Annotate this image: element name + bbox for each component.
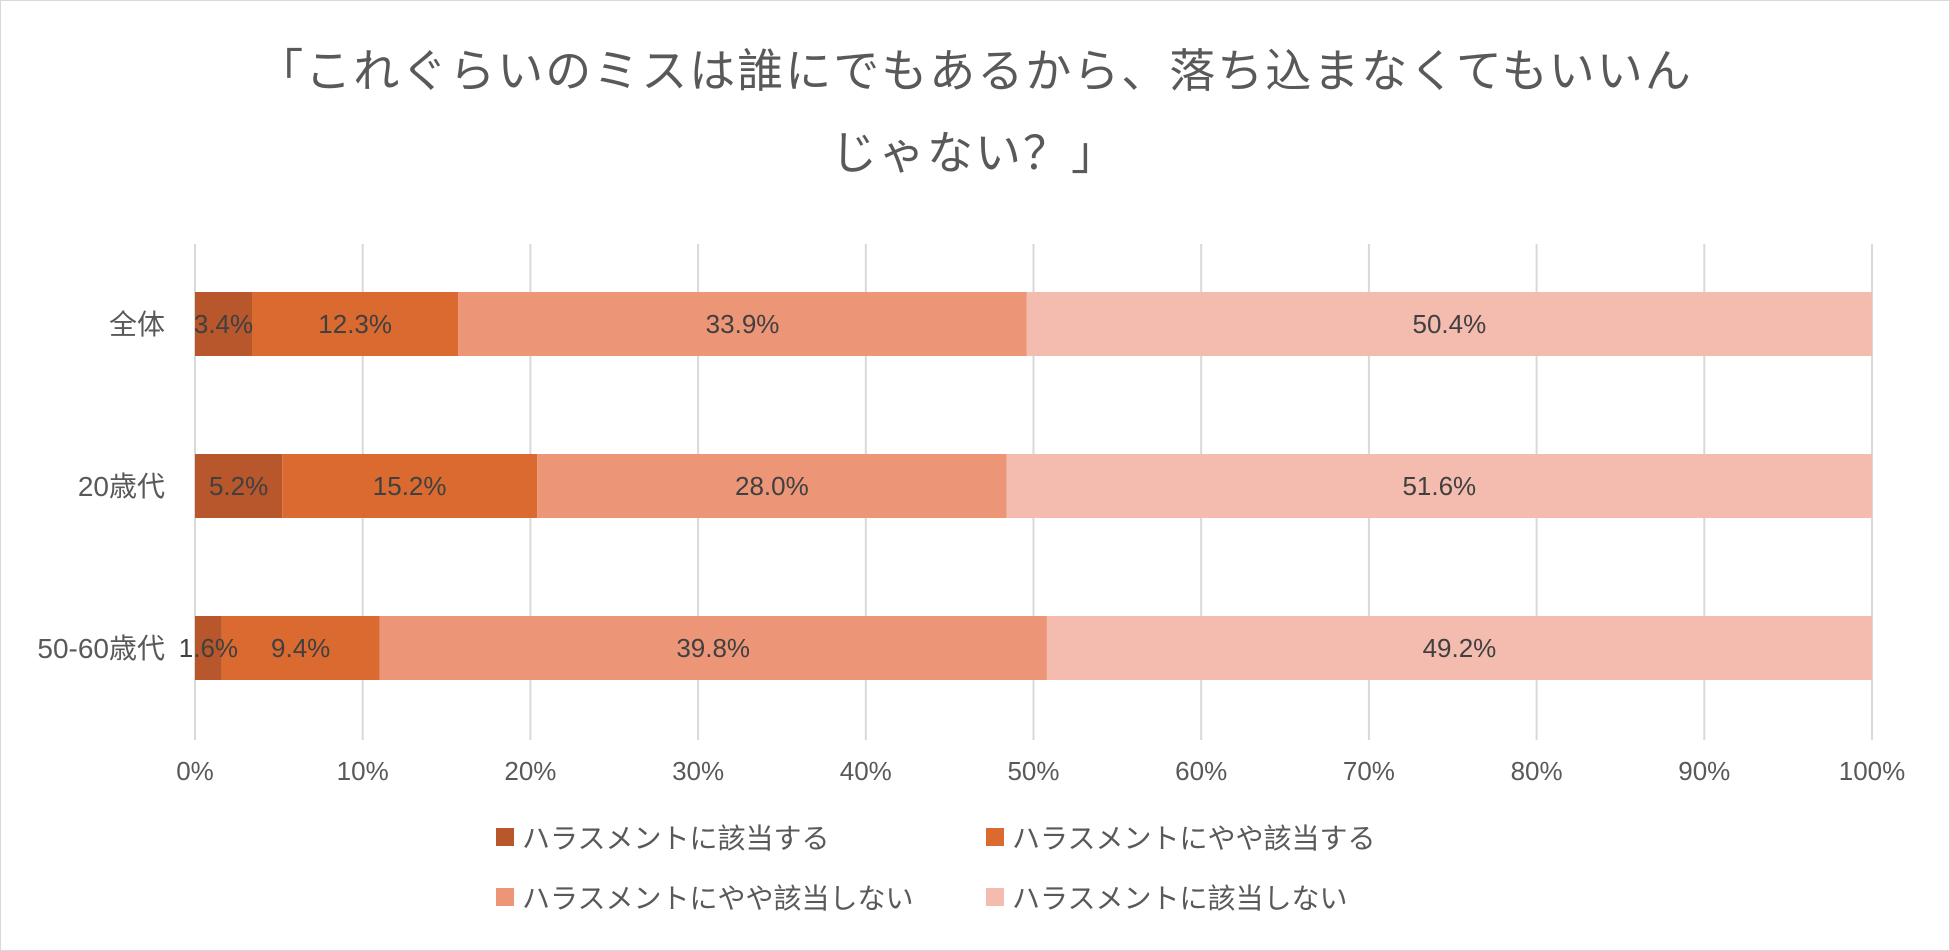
data-label: 28.0%: [735, 471, 809, 501]
legend-item-harassment: ハラスメントに該当する: [496, 815, 986, 859]
x-tick-label: 70%: [1343, 756, 1395, 786]
x-tick-label: 10%: [337, 756, 389, 786]
data-label: 15.2%: [373, 471, 447, 501]
x-tick-label: 100%: [1839, 756, 1906, 786]
bar-segment: [1046, 616, 1872, 680]
x-tick-label: 0%: [176, 756, 214, 786]
x-tick-label: 40%: [840, 756, 892, 786]
legend-label: ハラスメントに該当する: [522, 822, 830, 855]
bar-segment: [537, 454, 1007, 518]
bar-segment: [195, 616, 222, 680]
legend-label: ハラスメントに該当しない: [1012, 882, 1348, 915]
data-label: 1.6%: [179, 633, 238, 663]
bar-segment: [195, 292, 253, 356]
data-labels: 3.4% 12.3% 33.9% 50.4% 5.2% 15.2% 28.0% 51.6% 1.…: [179, 309, 1497, 663]
legend-item-somewhat-not-harassment: ハラスメントにやや該当しない: [496, 875, 986, 919]
x-tick-label: 90%: [1678, 756, 1730, 786]
legend-item-not-harassment: ハラスメントに該当しない: [986, 875, 1476, 919]
chart-title-line-2: じゃない？」: [831, 126, 1119, 180]
data-label: 51.6%: [1402, 471, 1476, 501]
legend: ハラスメントに該当する ハラスメントにやや該当する ハラスメントにやや該当しない…: [496, 815, 1476, 919]
bar-segment: [1006, 454, 1872, 518]
data-label: 49.2%: [1423, 633, 1497, 663]
x-tick-label: 60%: [1175, 756, 1227, 786]
x-tick-label: 80%: [1511, 756, 1563, 786]
bar-segment: [282, 454, 538, 518]
data-label: 5.2%: [209, 471, 268, 501]
bar-segment: [195, 454, 283, 518]
legend-label: ハラスメントにやや該当しない: [522, 882, 914, 915]
legend-swatch: [496, 828, 514, 846]
category-label: 全体: [109, 309, 165, 340]
legend-label: ハラスメントにやや該当する: [1012, 822, 1376, 855]
x-tick-label: 30%: [672, 756, 724, 786]
bar-segment: [379, 616, 1047, 680]
category-label: 20歳代: [78, 471, 165, 502]
data-label: 3.4%: [194, 309, 253, 339]
x-tick-label: 20%: [504, 756, 556, 786]
x-tick-label: 50%: [1007, 756, 1059, 786]
bar-segment: [1026, 292, 1872, 356]
bar-segment: [252, 292, 459, 356]
data-label: 9.4%: [271, 633, 330, 663]
data-label: 33.9%: [706, 309, 780, 339]
axes: 0% 10% 20% 30% 40% 50% 60% 70% 80% 90% 100% 全体 20歳代 5…: [37, 309, 1905, 786]
legend-swatch: [986, 828, 1004, 846]
data-label: 12.3%: [318, 309, 392, 339]
legend-swatch: [496, 888, 514, 906]
bars: [195, 292, 1872, 680]
legend-swatch: [986, 888, 1004, 906]
chart-title-line-1: 「これぐらいのミスは誰にでもあるから、落ち込まなくてもいいん: [257, 44, 1693, 98]
bar-segment: [221, 616, 380, 680]
bar-segment: [458, 292, 1027, 356]
legend-item-somewhat-harassment: ハラスメントにやや該当する: [986, 815, 1476, 859]
data-label: 39.8%: [676, 633, 750, 663]
data-label: 50.4%: [1413, 309, 1487, 339]
category-label: 50-60歳代: [37, 633, 165, 664]
chart-title: 「これぐらいのミスは誰にでもあるから、落ち込まなくてもいいん じゃない？」: [0, 30, 1950, 194]
